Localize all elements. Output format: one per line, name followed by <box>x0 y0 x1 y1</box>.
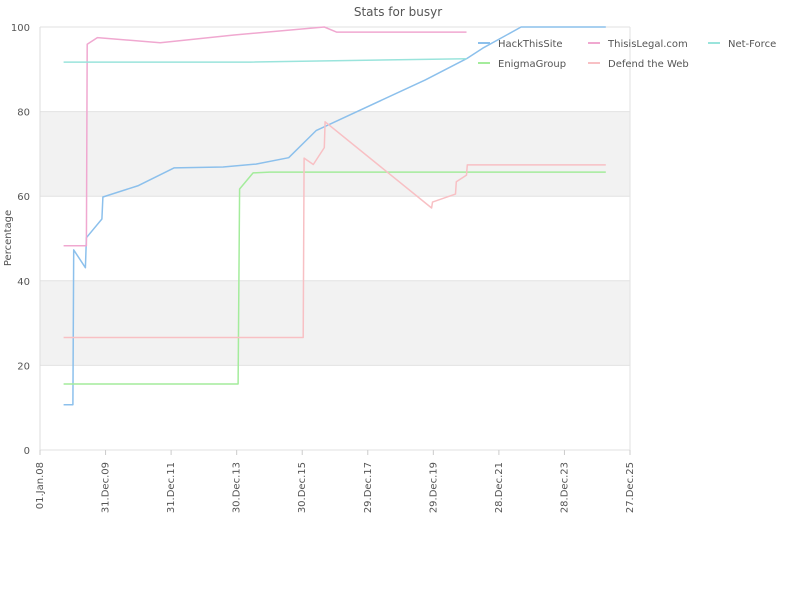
x-tick-label: 29.Dec.19 <box>428 462 439 513</box>
x-tick-label: 30.Dec.15 <box>297 462 308 513</box>
x-tick-label: 31.Dec.11 <box>166 462 177 513</box>
y-tick-label: 20 <box>17 361 30 372</box>
series-line-thisislegal-com <box>63 26 467 247</box>
x-axis-ticks: 01.Jan.08 31.Dec.09 31.Dec.11 30.Dec.13 30.D… <box>35 450 636 513</box>
plot-background-bands <box>40 111 630 366</box>
y-tick-label: 60 <box>17 192 30 203</box>
legend: HackThisSite ThisisLegal.com Net-Force Enig… <box>478 39 776 70</box>
legend-item-net-force: Net-Force <box>708 39 776 50</box>
chart-title: Stats for busyr <box>354 5 442 19</box>
legend-label: Net-Force <box>728 39 776 50</box>
legend-item-thisislegal-com: ThisisLegal.com <box>588 39 688 50</box>
x-tick-label: 27.Dec.25 <box>625 462 636 513</box>
x-tick-label: 31.Dec.09 <box>101 462 112 513</box>
y-tick-label: 80 <box>17 108 30 119</box>
x-tick-label: 30.Dec.13 <box>232 462 243 513</box>
series-line-enigmagroup <box>63 171 606 385</box>
x-tick-label: 28.Dec.23 <box>559 462 570 513</box>
plot-band <box>40 280 630 366</box>
y-axis-label: Percentage <box>3 210 14 266</box>
legend-item-hackthissite: HackThisSite <box>478 39 563 50</box>
y-tick-label: 100 <box>11 23 30 34</box>
y-axis-ticks: 0 20 40 60 80 100 <box>11 23 30 457</box>
series-line-hackthissite <box>63 26 606 406</box>
series-line-net-force <box>63 57 467 63</box>
legend-item-defend-the-web: Defend the Web <box>588 59 689 70</box>
series-line-defend-the-web <box>63 121 606 339</box>
legend-item-enigmagroup: EnigmaGroup <box>478 59 566 70</box>
gridlines <box>39 26 631 451</box>
legend-label: ThisisLegal.com <box>607 39 688 50</box>
legend-label: Defend the Web <box>608 59 689 70</box>
x-tick-label: 28.Dec.21 <box>494 462 505 513</box>
x-tick-label: 01.Jan.08 <box>35 462 46 509</box>
legend-label: HackThisSite <box>498 39 563 50</box>
legend-label: EnigmaGroup <box>498 59 566 70</box>
y-tick-label: 0 <box>24 446 30 457</box>
y-tick-label: 40 <box>17 277 30 288</box>
x-tick-label: 29.Dec.17 <box>363 462 374 513</box>
plot-band <box>40 111 630 197</box>
series-lines <box>63 26 606 406</box>
